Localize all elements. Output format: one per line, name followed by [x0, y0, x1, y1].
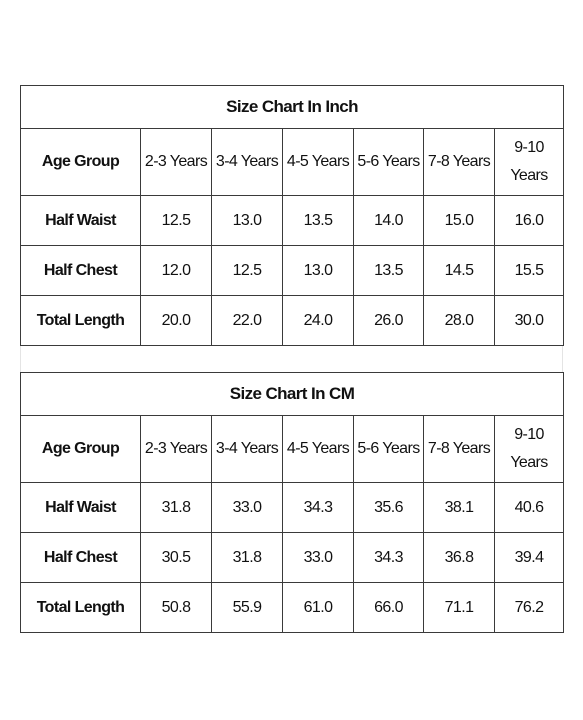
size-value: 22.0 — [211, 295, 283, 346]
size-value: 13.5 — [282, 195, 354, 246]
size-value: 15.5 — [494, 245, 564, 296]
size-value: 24.0 — [282, 295, 354, 346]
size-value: 33.0 — [211, 482, 283, 533]
size-value: 30.0 — [494, 295, 564, 346]
table-title: Size Chart In CM — [20, 372, 564, 416]
size-value: 12.5 — [140, 195, 212, 246]
size-value: 28.0 — [423, 295, 495, 346]
column-header: 7-8 Years — [423, 415, 495, 483]
column-header: 9-10 Years — [494, 415, 564, 483]
column-header: Age Group — [20, 415, 141, 483]
size-value: 33.0 — [282, 532, 354, 583]
size-value: 30.5 — [140, 532, 212, 583]
size-value: 31.8 — [211, 532, 283, 583]
row-header: Half Waist — [20, 482, 141, 533]
row-header: Total Length — [20, 295, 141, 346]
size-value: 38.1 — [423, 482, 495, 533]
table-title: Size Chart In Inch — [20, 85, 564, 129]
column-header: 4-5 Years — [282, 415, 354, 483]
size-value: 20.0 — [140, 295, 212, 346]
column-header: 4-5 Years — [282, 128, 354, 196]
column-header: 9-10 Years — [494, 128, 564, 196]
column-header: 7-8 Years — [423, 128, 495, 196]
size-value: 15.0 — [423, 195, 495, 246]
column-header: 5-6 Years — [353, 128, 424, 196]
size-value: 50.8 — [140, 582, 212, 633]
size-value: 39.4 — [494, 532, 564, 583]
size-value: 34.3 — [353, 532, 424, 583]
size-value: 12.5 — [211, 245, 283, 296]
size-value: 71.1 — [423, 582, 495, 633]
row-header: Total Length — [20, 582, 141, 633]
row-header: Half Waist — [20, 195, 141, 246]
size-value: 14.0 — [353, 195, 424, 246]
size-value: 16.0 — [494, 195, 564, 246]
size-value: 13.5 — [353, 245, 424, 296]
column-header: 5-6 Years — [353, 415, 424, 483]
column-header: Age Group — [20, 128, 141, 196]
size-value: 26.0 — [353, 295, 424, 346]
spacer-row — [20, 345, 563, 373]
size-value: 34.3 — [282, 482, 354, 533]
size-value: 76.2 — [494, 582, 564, 633]
size-value: 35.6 — [353, 482, 424, 533]
size-value: 13.0 — [282, 245, 354, 296]
size-value: 36.8 — [423, 532, 495, 583]
size-value: 55.9 — [211, 582, 283, 633]
size-value: 61.0 — [282, 582, 354, 633]
column-header: 2-3 Years — [140, 415, 212, 483]
row-header: Half Chest — [20, 245, 141, 296]
column-header: 3-4 Years — [211, 128, 283, 196]
size-value: 13.0 — [211, 195, 283, 246]
size-value: 12.0 — [140, 245, 212, 296]
size-value: 40.6 — [494, 482, 564, 533]
size-value: 66.0 — [353, 582, 424, 633]
size-value: 31.8 — [140, 482, 212, 533]
size-value: 14.5 — [423, 245, 495, 296]
column-header: 3-4 Years — [211, 415, 283, 483]
column-header: 2-3 Years — [140, 128, 212, 196]
row-header: Half Chest — [20, 532, 141, 583]
